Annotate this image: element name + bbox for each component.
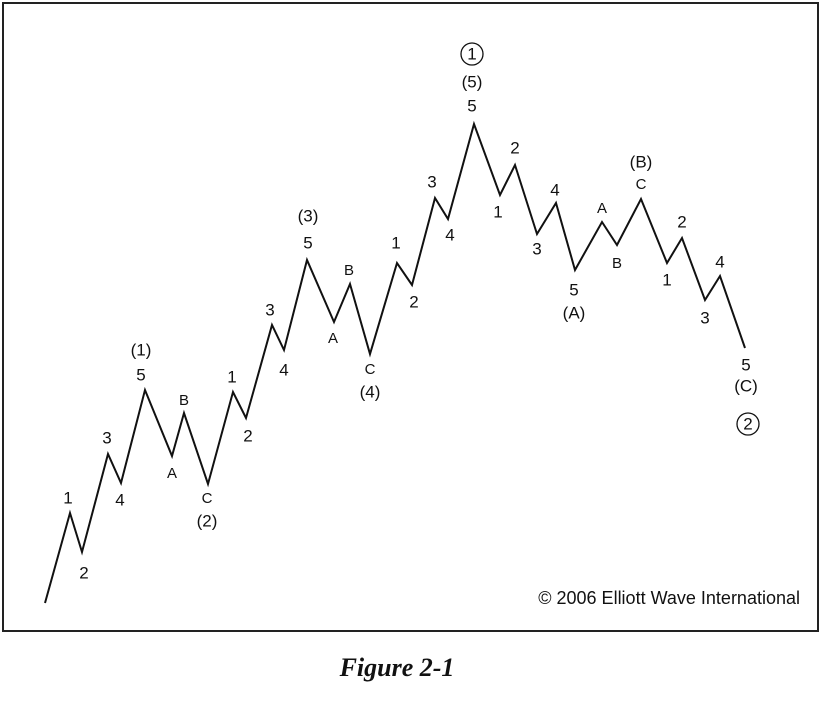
wave-label: 2: [677, 212, 686, 231]
wave-label: 1: [493, 202, 502, 221]
wave-label: 5: [569, 280, 578, 299]
wave-label: 5: [136, 365, 145, 384]
wave-label: A: [328, 330, 338, 347]
wave-label: 4: [279, 360, 288, 379]
wave-label: 3: [427, 172, 436, 191]
wave-label: 4: [445, 225, 454, 244]
wave-label: 2: [510, 138, 519, 157]
wave-label: 1: [662, 270, 671, 289]
wave-label: 1: [467, 44, 476, 63]
wave-label: B: [344, 262, 354, 279]
wave-label: 3: [102, 428, 111, 447]
wave-label: (B): [630, 152, 653, 171]
wave-label: B: [179, 392, 189, 409]
frame: [2, 2, 819, 632]
wave-label: 5: [467, 96, 476, 115]
copyright: © 2006 Elliott Wave International: [538, 588, 800, 608]
wave-label: (3): [298, 206, 319, 225]
wave-label: C: [365, 361, 376, 378]
wave-label: 3: [700, 308, 709, 327]
caption: Figure 2-1: [339, 653, 455, 682]
wave-label: 2: [243, 426, 252, 445]
wave-label: B: [612, 255, 622, 272]
wave-label: 2: [79, 563, 88, 582]
wave-line: [44, 120, 746, 604]
circle-mark: [460, 42, 484, 66]
wave-label: 3: [532, 239, 541, 258]
wave-label: 4: [115, 490, 124, 509]
wave-label: 1: [63, 488, 72, 507]
wave-label: 5: [741, 355, 750, 374]
wave-label: 3: [265, 300, 274, 319]
wave-label: 2: [409, 292, 418, 311]
wave-label: 4: [550, 180, 559, 199]
wave-label: (2): [197, 511, 218, 530]
wave-label: A: [167, 465, 177, 482]
circle-mark: [736, 412, 760, 436]
wave-label: A: [597, 200, 607, 217]
wave-label: 1: [391, 233, 400, 252]
wave-label: C: [636, 176, 647, 193]
wave-label: (A): [563, 303, 586, 322]
wave-label: (5): [462, 72, 483, 91]
wave-label: (1): [131, 340, 152, 359]
wave-label: 5: [303, 233, 312, 252]
wave-label: C: [202, 490, 213, 507]
wave-label: 1: [227, 367, 236, 386]
wave-label: 2: [743, 414, 752, 433]
wave-label: 4: [715, 252, 724, 271]
wave-label: (C): [734, 376, 758, 395]
wave-label: (4): [360, 382, 381, 401]
